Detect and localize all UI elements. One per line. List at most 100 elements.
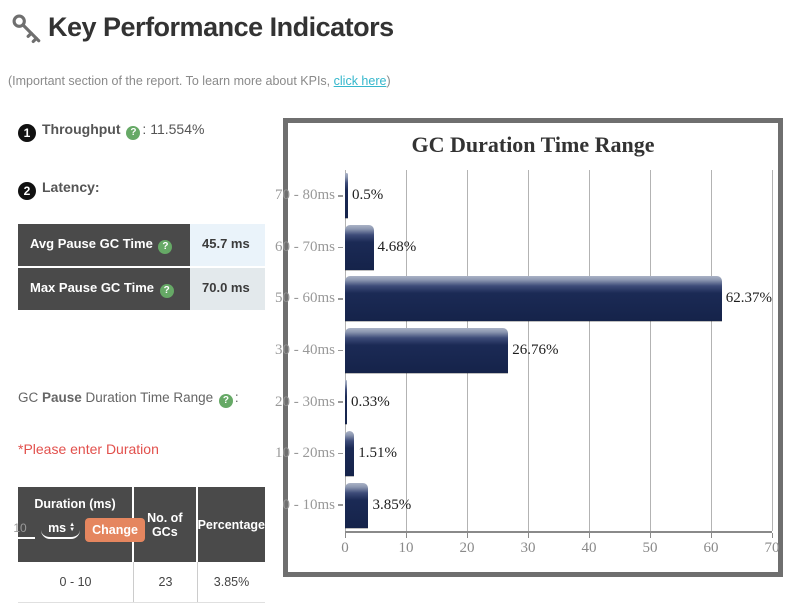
bar-value-label: 1.51% <box>358 445 397 462</box>
key-icon <box>12 14 41 44</box>
badge-1: 1 <box>18 124 36 142</box>
unit-select[interactable]: ms ▲ ▼ <box>41 521 81 539</box>
label-colon: : <box>234 390 239 405</box>
bar-value-label: 3.85% <box>372 496 412 513</box>
change-button[interactable]: Change <box>85 518 145 542</box>
x-tick-label: 20 <box>459 540 475 556</box>
bar <box>345 173 349 219</box>
x-tick-label: 10 <box>398 540 414 556</box>
sort-arrows-icon: ▲ ▼ <box>69 522 76 533</box>
subtitle-text-end: ) <box>386 74 391 88</box>
duration-table-header: Duration (ms) ms ▲ ▼ Change No. of GCs P… <box>5 487 265 562</box>
duration-error-message: *Please enter Duration <box>18 441 159 457</box>
y-tick-mark <box>338 195 343 197</box>
bar-value-label: 4.68% <box>377 238 417 255</box>
chart-bar-row: 70 - 80ms 0.5% <box>275 170 772 222</box>
y-category-label: 0 - 10ms <box>282 496 336 513</box>
unit-select-value: ms <box>48 521 67 535</box>
bar-value-label: 26.76% <box>512 341 559 358</box>
y-category-label: 20 - 30ms <box>275 393 335 410</box>
gcs-cell: 23 <box>134 562 198 602</box>
throughput-help-icon[interactable]: ? <box>126 126 141 140</box>
header-no-of-gcs: No. of GCs <box>134 487 198 562</box>
bar <box>345 224 374 270</box>
duration-controls: ms ▲ ▼ Change <box>5 518 145 542</box>
x-tick-mark <box>467 533 468 538</box>
bar <box>345 431 355 477</box>
label-bold: Pause <box>42 390 82 405</box>
latency-line: 2 Latency: <box>18 179 100 200</box>
percentage-cell: 3.85% <box>213 575 250 589</box>
bar-value-label: 0.33% <box>351 393 390 410</box>
max-pause-label-cell: Max Pause GC Time ? <box>18 268 190 310</box>
gridline <box>650 170 651 531</box>
chart-bar-row: 20 - 30ms 0.33% <box>275 376 772 428</box>
x-tick-mark <box>589 533 590 538</box>
bar <box>345 482 369 528</box>
avg-pause-value: 45.7 ms <box>190 224 265 266</box>
chart-bar-row: 50 - 60ms 62.37% <box>275 273 772 325</box>
subtitle: (Important section of the report. To lea… <box>8 74 391 88</box>
max-pause-value: 70.0 ms <box>190 268 265 310</box>
y-tick-mark <box>338 504 343 506</box>
y-category-label: 60 - 70ms <box>275 238 335 255</box>
duration-cell: 0 - 10 <box>18 562 134 602</box>
throughput-value: : 11.554% <box>142 121 205 137</box>
y-tick-mark <box>338 349 343 352</box>
bar <box>345 328 509 373</box>
chart-title: GC Duration Time Range <box>411 132 655 157</box>
kpi-learn-more-link[interactable]: click here <box>333 74 387 88</box>
y-category-label: 10 - 20ms <box>275 445 335 462</box>
throughput-line: 1 Throughput ?: 11.554% <box>18 121 204 142</box>
table-row: Max Pause GC Time ? 70.0 ms <box>18 268 265 310</box>
latency-label: Latency: <box>42 179 100 195</box>
bar <box>345 379 347 425</box>
duration-input[interactable] <box>5 521 36 539</box>
chart-plot-area: 0 10 20 30 40 50 60 70 70 - 80ms 0.5% 60 - 70ms 4.6… <box>275 170 780 556</box>
gridline <box>772 170 773 531</box>
x-tick-mark <box>772 533 773 538</box>
chart-bar-row: 0 - 10ms 3.85% <box>283 479 772 531</box>
chart-bar-row: 30 - 40ms 26.76% <box>275 325 772 377</box>
x-tick-label: 30 <box>520 540 536 556</box>
gc-duration-chart-panel: GC Duration Time Range 0 10 20 30 40 50 60 70 70… <box>275 118 783 577</box>
throughput-label: Throughput <box>42 121 121 137</box>
x-tick-mark <box>650 533 651 538</box>
y-category-label: 50 - 60ms <box>275 290 335 307</box>
bar-value-label: 0.5% <box>352 187 384 204</box>
label-prefix: GC <box>18 390 43 405</box>
page-title: Key Performance Indicators <box>48 11 394 42</box>
gridline <box>711 170 712 531</box>
max-pause-label: Max Pause GC Time <box>30 280 155 295</box>
avg-pause-help-icon[interactable]: ? <box>158 240 173 254</box>
badge-2: 2 <box>18 182 36 200</box>
bar <box>345 276 722 322</box>
chart-bar-row: 10 - 20ms 1.51% <box>275 428 772 480</box>
table-row: Avg Pause GC Time ? 45.7 ms <box>18 224 265 266</box>
y-category-label: 30 - 40ms <box>275 341 335 358</box>
duration-help-icon[interactable]: ? <box>218 394 233 408</box>
header-duration: Duration (ms) ms ▲ ▼ Change <box>5 487 145 562</box>
y-tick-mark <box>338 401 343 403</box>
gridline <box>528 170 529 531</box>
x-tick-mark <box>406 533 407 538</box>
x-tick-label: 60 <box>703 540 719 556</box>
x-tick-label: 0 <box>341 540 349 556</box>
max-pause-help-icon[interactable]: ? <box>159 284 174 298</box>
page-header: Key Performance Indicators <box>10 8 394 46</box>
label-suffix: Duration Time Range <box>81 390 214 405</box>
pause-time-table: Avg Pause GC Time ? 45.7 ms Max Pause GC… <box>18 224 265 312</box>
table-row: 0 - 10 23 3.85% <box>18 562 265 603</box>
y-tick-mark <box>338 452 343 455</box>
x-axis-line <box>345 531 772 533</box>
x-tick-label: 50 <box>642 540 658 556</box>
x-tick-label: 40 <box>581 540 597 556</box>
chart-bar-row: 60 - 70ms 4.68% <box>275 222 772 274</box>
y-tick-mark <box>338 298 343 300</box>
x-tick-mark <box>345 533 346 538</box>
duration-table: Duration (ms) ms ▲ ▼ Change No. of GCs P… <box>5 487 265 603</box>
y-tick-mark <box>338 246 343 249</box>
x-tick-mark <box>528 533 529 538</box>
header-duration-label: Duration (ms) <box>34 497 116 511</box>
gc-pause-duration-label: GC Pause Duration Time Range ?: <box>18 390 239 408</box>
